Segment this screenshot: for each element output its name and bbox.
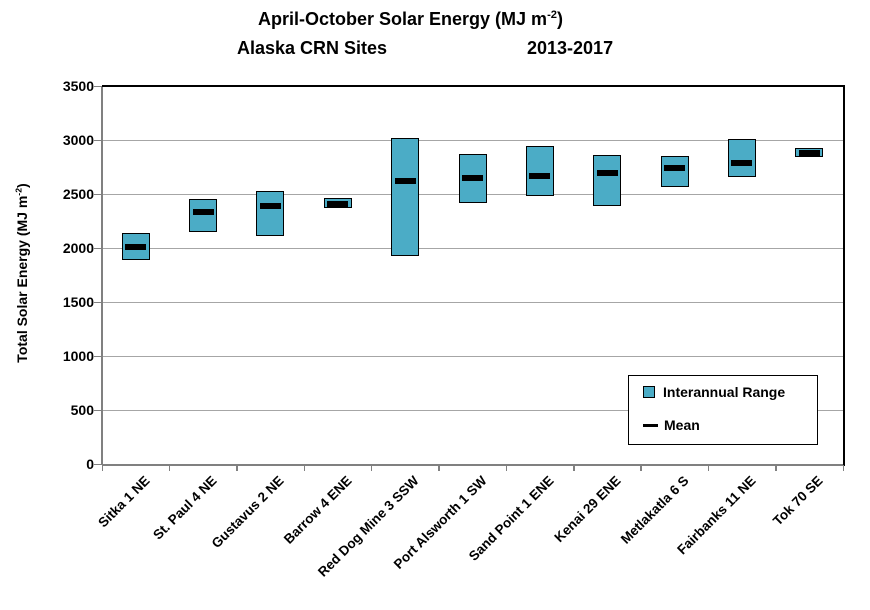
- y-axis-tick-label: 0: [86, 456, 94, 472]
- y-axis-tick: [94, 301, 102, 303]
- gridline: [102, 409, 843, 411]
- legend-entry-range: Interannual Range: [643, 384, 785, 400]
- legend-mean-label: Mean: [664, 417, 700, 433]
- mean-dash: [529, 172, 551, 179]
- gridline: [102, 139, 843, 141]
- range-bar: [660, 155, 689, 187]
- mean-dash: [462, 175, 483, 182]
- y-axis-tick-label: 3000: [62, 132, 94, 148]
- y-axis-title-close: ): [14, 183, 30, 188]
- chart-subtitle-sites: Alaska CRN Sites: [237, 38, 388, 58]
- x-axis-tick: [236, 465, 238, 471]
- chart-title-superscript: -2: [547, 9, 557, 21]
- y-axis-tick: [94, 463, 102, 465]
- mean-dash: [596, 169, 618, 176]
- range-swatch-icon: [643, 386, 655, 398]
- range-bar: [391, 138, 420, 256]
- x-axis-tick: [438, 465, 440, 471]
- y-axis-tick: [94, 193, 102, 195]
- y-axis-tick-label: 1000: [62, 348, 94, 364]
- x-axis-tick: [303, 465, 306, 471]
- x-axis-tick: [775, 465, 777, 471]
- range-bar: [727, 138, 756, 178]
- x-axis-line: [102, 464, 843, 466]
- range-bar: [525, 145, 554, 197]
- plot-top-border: [102, 84, 845, 87]
- x-axis-tick: [842, 465, 844, 471]
- y-axis-title-text: Total Solar Energy (MJ m: [14, 195, 30, 363]
- x-axis-tick: [168, 465, 171, 471]
- y-axis-line: [101, 86, 103, 465]
- chart-subtitle-years: 2013-2017: [527, 38, 614, 58]
- mean-dash: [327, 200, 349, 207]
- gridline: [102, 301, 843, 303]
- x-axis-tick: [101, 465, 103, 471]
- y-axis-tick: [94, 409, 102, 411]
- y-axis-tick: [94, 355, 102, 357]
- x-axis-tick: [640, 465, 642, 471]
- y-axis-tick-label: 500: [70, 402, 94, 418]
- gridline: [102, 355, 843, 357]
- chart-title-close: ): [556, 9, 563, 29]
- x-axis-tick: [573, 465, 575, 471]
- legend-entry-mean: Mean: [643, 417, 700, 433]
- legend-range-label: Interannual Range: [663, 384, 786, 400]
- chart-title: April-October Solar Energy (MJ m-2): [258, 9, 563, 30]
- mean-dash: [259, 202, 281, 209]
- mean-dash: [798, 149, 820, 156]
- x-axis-label-text: Sitka 1 NE: [94, 473, 153, 531]
- y-axis-tick-label: 2500: [62, 186, 94, 202]
- range-bar: [256, 191, 285, 237]
- y-axis-tick-label: 2000: [62, 240, 94, 256]
- mean-dash: [125, 243, 147, 250]
- mean-dash: [731, 160, 753, 167]
- range-bar: [593, 155, 622, 207]
- y-axis-tick-label: 3500: [62, 78, 94, 94]
- mean-dash: [192, 209, 214, 216]
- x-axis-tick: [370, 465, 373, 471]
- y-axis-tick: [94, 139, 102, 141]
- x-axis-tick: [707, 465, 710, 471]
- y-axis-tick: [94, 247, 102, 249]
- chart-title-text: April-October Solar Energy (MJ m: [258, 9, 548, 29]
- legend: Interannual Range Mean: [628, 375, 818, 445]
- y-axis-tick: [94, 85, 102, 87]
- gridline: [102, 247, 843, 249]
- y-axis-title-superscript: -2: [13, 187, 24, 196]
- mean-dash-icon: [643, 423, 658, 427]
- x-axis-tick: [505, 465, 508, 471]
- y-axis-tick-label: 1500: [62, 294, 94, 310]
- mean-dash: [664, 165, 686, 172]
- mean-dash: [394, 177, 416, 184]
- plot-right-border: [842, 84, 845, 466]
